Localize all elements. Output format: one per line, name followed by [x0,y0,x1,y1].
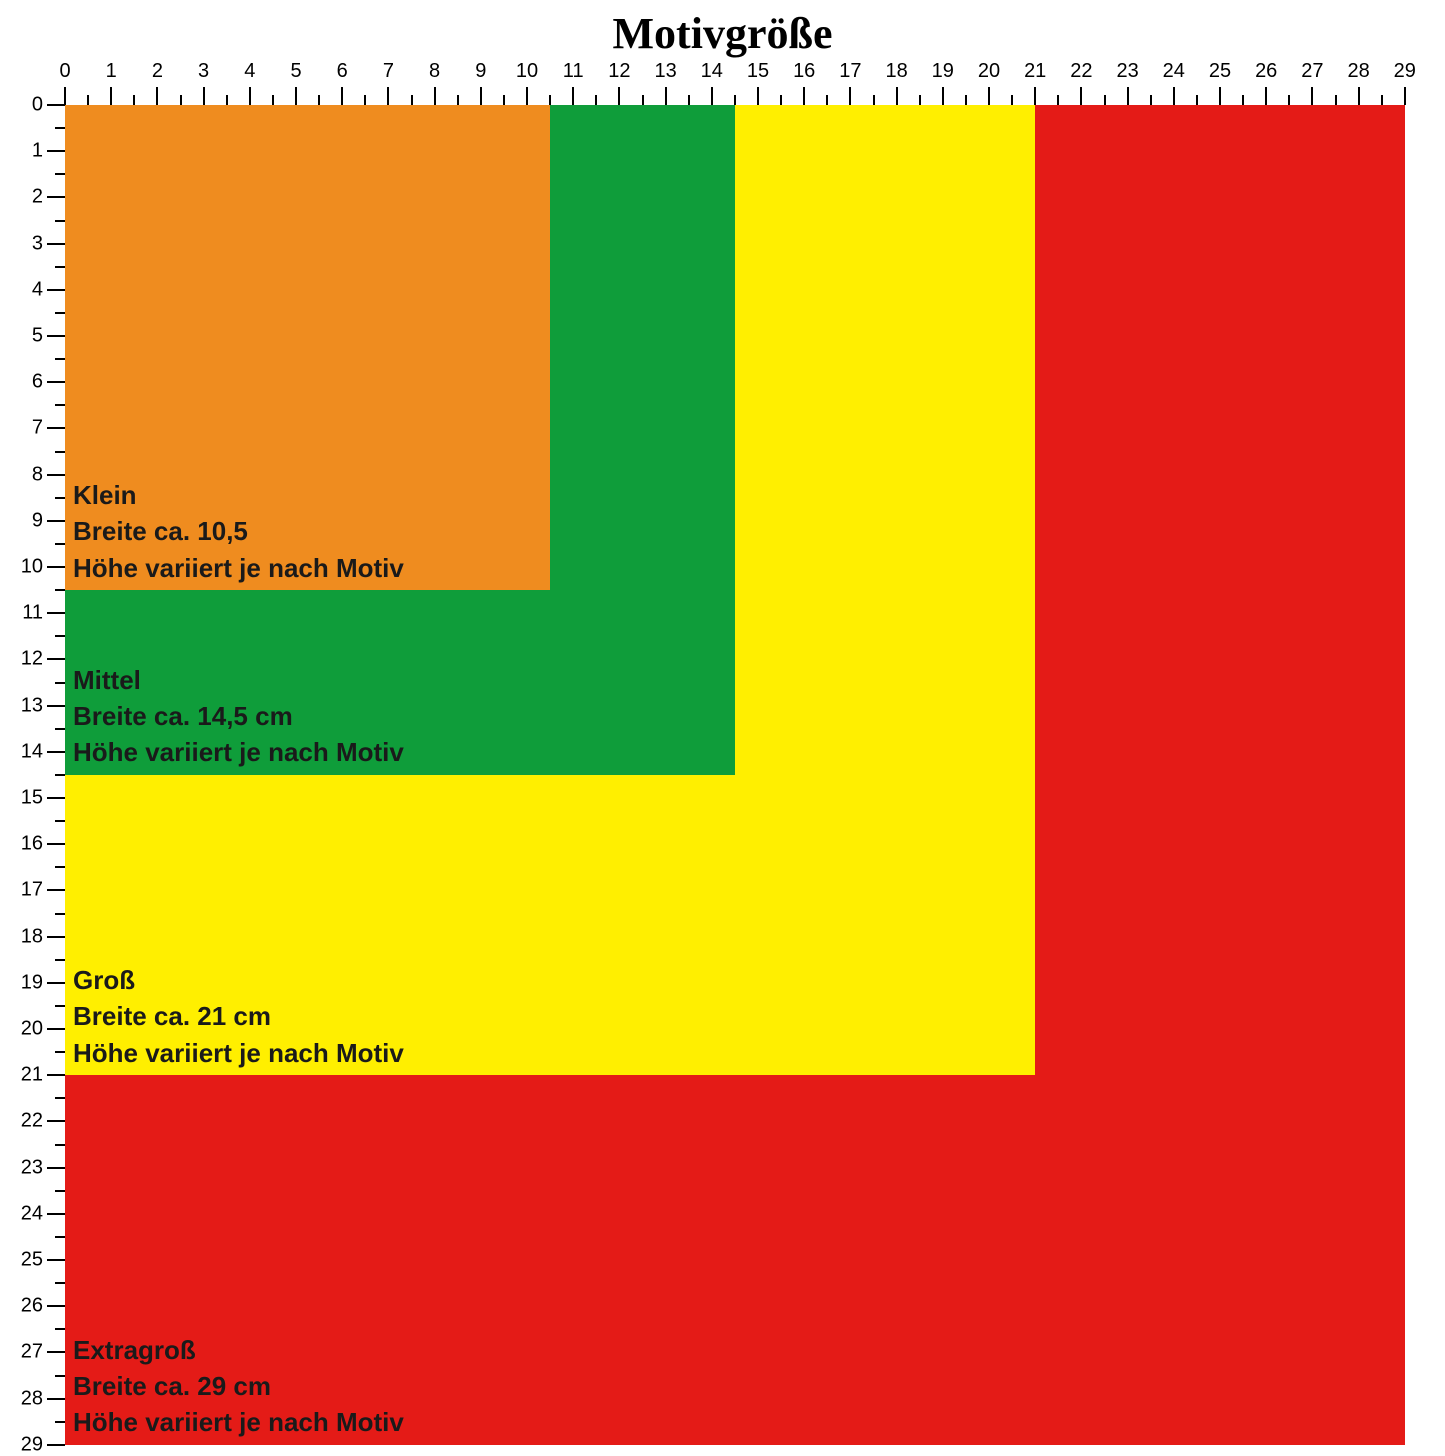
ruler-left-label: 11 [15,602,43,625]
ruler-top-label: 21 [1024,60,1046,83]
ruler-top-label: 6 [337,60,348,83]
ruler-left-label: 13 [15,694,43,717]
size-label-title: Groß [73,962,404,998]
ruler-left-label: 2 [15,186,43,209]
ruler-top-label: 7 [383,60,394,83]
size-label-groß: GroßBreite ca. 21 cmHöhe variiert je nac… [73,962,404,1071]
ruler-left-label: 25 [15,1249,43,1272]
ruler-top-label: 16 [793,60,815,83]
size-label-extragroß: ExtragroßBreite ca. 29 cmHöhe variiert j… [73,1332,404,1441]
ruler-top-label: 0 [59,60,70,83]
size-label-height: Höhe variiert je nach Motiv [73,550,404,586]
ruler-left-label: 28 [15,1387,43,1410]
ruler-left-label: 23 [15,1156,43,1179]
ruler-left-label: 6 [15,371,43,394]
size-label-mittel: MittelBreite ca. 14,5 cmHöhe variiert je… [73,662,404,771]
ruler-left-label: 0 [15,94,43,117]
size-label-title: Klein [73,477,404,513]
ruler-top-label: 22 [1070,60,1092,83]
ruler-left-label: 22 [15,1110,43,1133]
ruler-top-label: 24 [1163,60,1185,83]
ruler-left-label: 15 [15,787,43,810]
ruler-left-label: 27 [15,1341,43,1364]
ruler-left-label: 7 [15,417,43,440]
size-box-klein: KleinBreite ca. 10,5Höhe variiert je nac… [65,105,550,590]
ruler-left-label: 16 [15,833,43,856]
size-label-title: Mittel [73,662,404,698]
ruler-top-label: 13 [654,60,676,83]
ruler-left-label: 19 [15,971,43,994]
ruler-top-label: 9 [475,60,486,83]
size-diagram: Motivgröße 01234567891011121314151617181… [0,0,1445,1445]
ruler-top-label: 5 [290,60,301,83]
ruler-top-label: 20 [978,60,1000,83]
ruler-left-label: 4 [15,278,43,301]
ruler-top-label: 18 [885,60,907,83]
size-label-height: Höhe variiert je nach Motiv [73,734,404,770]
size-label-width: Breite ca. 21 cm [73,998,404,1034]
size-label-width: Breite ca. 14,5 cm [73,698,404,734]
ruler-top-label: 29 [1394,60,1416,83]
ruler-top-label: 15 [747,60,769,83]
ruler-left-label: 20 [15,1018,43,1041]
ruler-top-label: 25 [1209,60,1231,83]
ruler-left-label: 26 [15,1295,43,1318]
size-label-width: Breite ca. 10,5 [73,513,404,549]
ruler-top-label: 4 [244,60,255,83]
ruler-top-label: 27 [1301,60,1323,83]
ruler-left-label: 5 [15,325,43,348]
chart-area: ExtragroßBreite ca. 29 cmHöhe variiert j… [65,105,1405,1445]
size-label-height: Höhe variiert je nach Motiv [73,1404,404,1440]
ruler-top-label: 11 [563,60,584,83]
ruler-top-label: 19 [932,60,954,83]
ruler-top-label: 10 [516,60,538,83]
ruler-top-label: 3 [198,60,209,83]
ruler-left-label: 3 [15,232,43,255]
ruler-top-label: 26 [1255,60,1277,83]
ruler-top-label: 12 [608,60,630,83]
ruler-left-label: 18 [15,925,43,948]
ruler-left-label: 24 [15,1202,43,1225]
size-label-width: Breite ca. 29 cm [73,1368,404,1404]
ruler-left-label: 9 [15,509,43,532]
size-label-title: Extragroß [73,1332,404,1368]
ruler-top-label: 28 [1347,60,1369,83]
ruler-left-label: 10 [15,556,43,579]
size-label-klein: KleinBreite ca. 10,5Höhe variiert je nac… [73,477,404,586]
ruler-left-label: 14 [15,740,43,763]
ruler-left-label: 8 [15,463,43,486]
ruler-top-label: 8 [429,60,440,83]
ruler-top-label: 23 [1116,60,1138,83]
ruler-left-label: 17 [15,879,43,902]
ruler-top-label: 2 [152,60,163,83]
ruler-top-label: 17 [839,60,861,83]
ruler-top-label: 14 [701,60,723,83]
ruler-left-label: 12 [15,648,43,671]
ruler-top-label: 1 [106,60,117,83]
size-label-height: Höhe variiert je nach Motiv [73,1035,404,1071]
diagram-title: Motivgröße [0,8,1445,59]
ruler-left-label: 1 [15,140,43,163]
ruler-left-label: 21 [15,1064,43,1087]
